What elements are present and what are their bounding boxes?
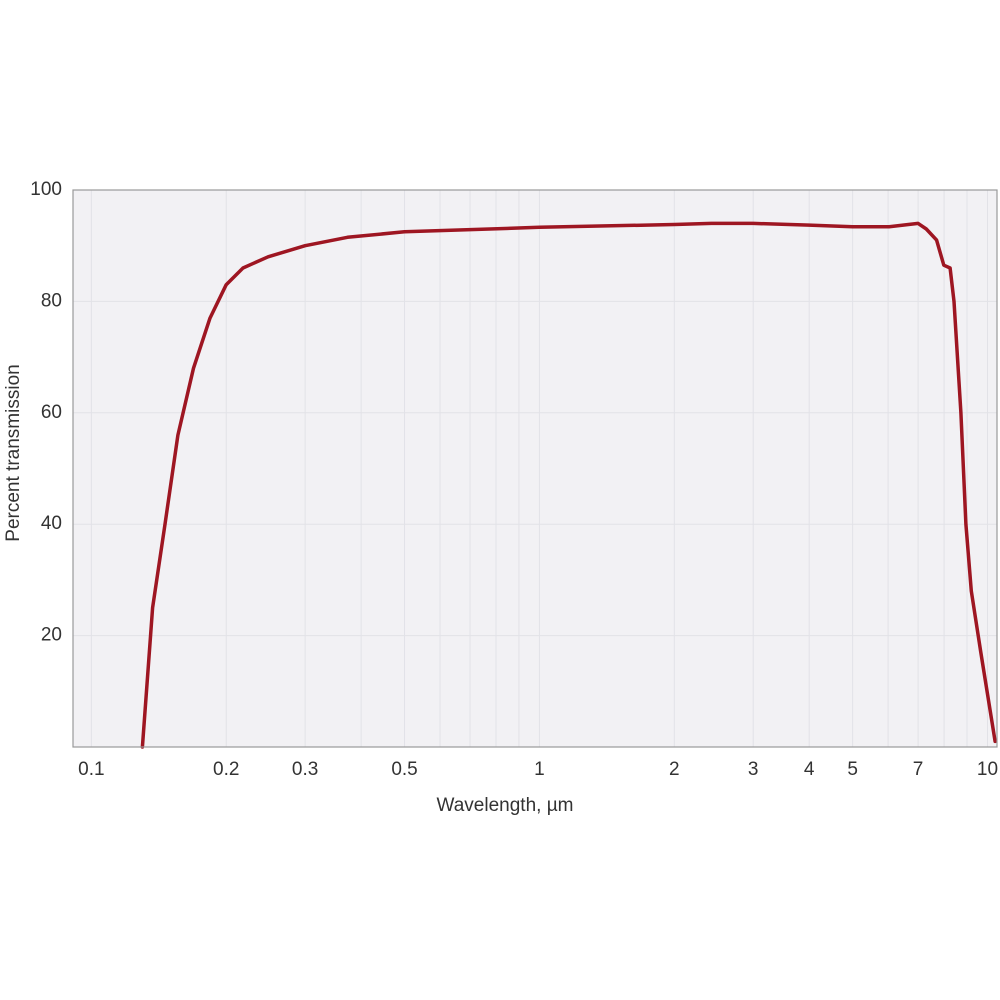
- x-tick-label: 0.3: [292, 759, 318, 780]
- x-tick-label: 0.1: [78, 759, 104, 780]
- x-tick-label: 5: [847, 759, 858, 780]
- y-tick-label: 40: [41, 513, 62, 534]
- y-tick-label: 80: [41, 290, 62, 311]
- plot-border: [72, 189, 998, 748]
- x-tick-label: 1: [534, 759, 545, 780]
- x-tick-label: 3: [748, 759, 759, 780]
- data-line: [140, 221, 997, 749]
- y-axis-label: Percent transmission: [3, 364, 24, 541]
- x-tick-label: 7: [913, 759, 924, 780]
- x-tick-label: 0.5: [391, 759, 417, 780]
- x-tick-label: 0.2: [213, 759, 239, 780]
- y-tick-label: 60: [41, 402, 62, 423]
- y-tick-label: 20: [41, 625, 62, 646]
- x-tick-label: 4: [804, 759, 815, 780]
- x-tick-label: 2: [669, 759, 680, 780]
- y-tick-label: 100: [30, 179, 62, 200]
- x-axis-label: Wavelength, µm: [437, 795, 574, 816]
- plot-area: [73, 190, 997, 747]
- x-tick-label: 10: [977, 759, 998, 780]
